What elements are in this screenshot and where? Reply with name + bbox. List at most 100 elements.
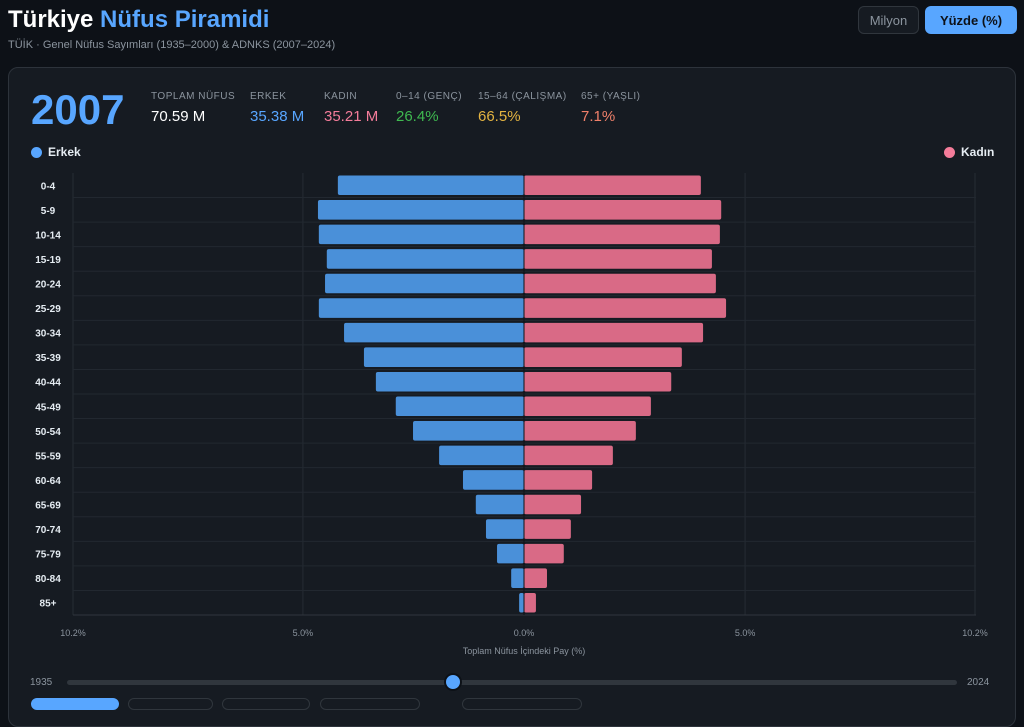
stat-label: 0–14 (GENÇ) bbox=[396, 91, 463, 102]
age-label: 70-74 bbox=[35, 525, 61, 536]
slider-max-label: 2024 bbox=[967, 677, 990, 688]
male-bar bbox=[317, 200, 524, 220]
age-label: 20-24 bbox=[35, 280, 61, 291]
stat-3: 0–14 (GENÇ) 26.4% bbox=[396, 91, 462, 125]
male-bar bbox=[497, 543, 524, 564]
pyramid-chart: 10.2% 5.0% 0.0% 5.0% 10.2% Toplam Nüfus İçind… bbox=[35, 173, 988, 656]
age-label: 85+ bbox=[40, 599, 57, 610]
stat-label: 15–64 (ÇALIŞMA) bbox=[478, 91, 567, 102]
x-tick-label: 5.0% bbox=[293, 628, 314, 638]
male-bar bbox=[375, 371, 524, 392]
subtitle: TÜİK · Genel Nüfus Sayımları (1935–2000)… bbox=[8, 39, 336, 51]
million-button[interactable]: Milyon bbox=[858, 6, 919, 34]
legend-female: Kadın bbox=[944, 145, 994, 159]
female-bar bbox=[524, 298, 727, 318]
x-tick-label: 5.0% bbox=[735, 628, 756, 638]
male-bar bbox=[475, 494, 524, 515]
age-label: 60-64 bbox=[35, 476, 61, 487]
male-bar bbox=[511, 568, 524, 588]
year-display: 2007 bbox=[31, 86, 125, 133]
control-button-4[interactable] bbox=[320, 698, 420, 710]
male-bar bbox=[363, 347, 524, 367]
female-bar bbox=[524, 371, 672, 392]
female-bar bbox=[524, 445, 613, 466]
age-label: 15-19 bbox=[35, 255, 61, 266]
female-bar bbox=[524, 322, 704, 343]
stat-1: ERKEK 35.38 M bbox=[250, 91, 304, 125]
stat-value: 35.21 M bbox=[324, 108, 379, 125]
stat-label: KADIN bbox=[324, 91, 358, 102]
stat-value: 26.4% bbox=[396, 108, 439, 125]
stat-value: 7.1% bbox=[581, 108, 616, 125]
stat-label: 65+ (YAŞLI) bbox=[581, 91, 641, 102]
male-bar bbox=[519, 592, 524, 613]
male-bar bbox=[325, 273, 524, 294]
female-bar bbox=[524, 494, 582, 515]
year-slider-track[interactable] bbox=[67, 680, 957, 685]
x-axis-label: Toplam Nüfus İçindeki Pay (%) bbox=[463, 646, 586, 656]
female-bar bbox=[524, 273, 716, 294]
male-bar bbox=[395, 396, 524, 417]
male-bar bbox=[439, 445, 524, 466]
female-bar bbox=[524, 249, 712, 269]
control-button-2[interactable] bbox=[128, 698, 213, 710]
age-label: 0-4 bbox=[41, 181, 56, 192]
slider-min-label: 1935 bbox=[30, 677, 53, 688]
stat-value: 35.38 M bbox=[250, 108, 305, 125]
stat-2: KADIN 35.21 M bbox=[324, 91, 378, 125]
age-label: 50-54 bbox=[35, 427, 61, 438]
female-bar bbox=[524, 396, 651, 417]
male-bar bbox=[337, 175, 524, 196]
age-label: 25-29 bbox=[35, 304, 61, 315]
female-bar bbox=[524, 470, 593, 490]
female-bar bbox=[524, 592, 536, 613]
age-label: 80-84 bbox=[35, 574, 61, 585]
male-bar bbox=[318, 224, 524, 245]
age-label: 35-39 bbox=[35, 353, 61, 364]
female-bar bbox=[524, 519, 571, 539]
female-bar bbox=[524, 347, 682, 367]
female-bar bbox=[524, 421, 636, 441]
title-part2: Nüfus Piramidi bbox=[100, 6, 270, 33]
female-bar bbox=[524, 543, 564, 564]
female-bar bbox=[524, 568, 547, 588]
legend-male: Erkek bbox=[31, 145, 81, 159]
control-button-3[interactable] bbox=[222, 698, 310, 710]
x-tick-label: 10.2% bbox=[962, 628, 988, 638]
percent-button[interactable]: Yüzde (%) bbox=[925, 6, 1017, 34]
age-label: 65-69 bbox=[35, 501, 61, 512]
x-tick-label: 10.2% bbox=[60, 628, 86, 638]
male-bar bbox=[344, 322, 524, 343]
legend-female-label: Kadın bbox=[961, 145, 995, 159]
year-slider-thumb[interactable] bbox=[444, 673, 463, 691]
stat-label: TOPLAM NÜFUS bbox=[151, 91, 236, 102]
x-tick-label: 0.0% bbox=[514, 628, 535, 638]
male-bar bbox=[462, 470, 524, 490]
age-label: 75-79 bbox=[35, 550, 61, 561]
stat-value: 70.59 M bbox=[151, 108, 206, 125]
age-label: 45-49 bbox=[35, 402, 61, 413]
page-title: Türkiye Nüfus Piramidi bbox=[8, 6, 269, 34]
stat-value: 66.5% bbox=[478, 108, 521, 125]
male-dot-icon bbox=[31, 146, 42, 158]
control-button-5[interactable] bbox=[462, 698, 582, 710]
male-bar bbox=[326, 249, 524, 269]
age-label: 10-14 bbox=[35, 230, 61, 241]
age-label: 40-44 bbox=[35, 378, 61, 389]
male-bar bbox=[413, 421, 524, 441]
male-bar bbox=[485, 519, 524, 539]
age-label: 5-9 bbox=[41, 206, 56, 217]
male-bar bbox=[318, 298, 524, 318]
control-button-1[interactable] bbox=[31, 698, 119, 710]
female-bar bbox=[524, 175, 701, 196]
age-label: 55-59 bbox=[35, 451, 61, 462]
female-dot-icon bbox=[944, 146, 955, 158]
female-bar bbox=[524, 224, 720, 245]
stat-5: 65+ (YAŞLI) 7.1% bbox=[581, 91, 641, 125]
female-bar bbox=[524, 200, 722, 220]
stat-label: ERKEK bbox=[250, 91, 287, 102]
legend-male-label: Erkek bbox=[48, 145, 81, 159]
stat-0: TOPLAM NÜFUS 70.59 M bbox=[151, 91, 235, 125]
title-part1: Türkiye bbox=[8, 6, 94, 33]
stat-4: 15–64 (ÇALIŞMA) 66.5% bbox=[478, 91, 567, 125]
